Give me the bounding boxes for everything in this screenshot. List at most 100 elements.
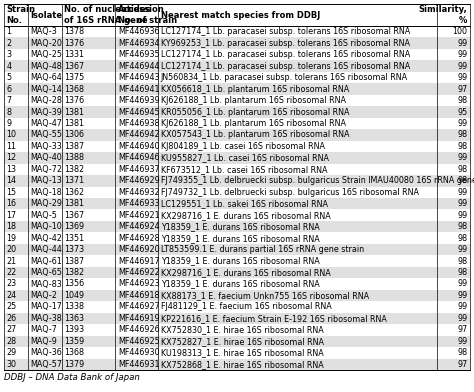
- Text: MF446926: MF446926: [118, 325, 159, 334]
- Bar: [4, 118, 470, 129]
- Text: MAQ-44: MAQ-44: [31, 245, 63, 254]
- Text: 18: 18: [7, 222, 17, 231]
- Text: MAQ-5: MAQ-5: [31, 211, 58, 220]
- Text: Y18359_1 E. durans 16S ribosomal RNA: Y18359_1 E. durans 16S ribosomal RNA: [161, 222, 319, 231]
- Text: 1375: 1375: [64, 73, 84, 82]
- Text: 1306: 1306: [64, 131, 84, 140]
- Text: DDBJ – DNA Data Bank of Japan: DDBJ – DNA Data Bank of Japan: [4, 373, 140, 382]
- Text: MF446922: MF446922: [118, 268, 160, 277]
- Text: No. of nucleotides
of 16S rRNA gene: No. of nucleotides of 16S rRNA gene: [64, 5, 151, 25]
- Text: Nearest match species from DDBJ: Nearest match species from DDBJ: [161, 11, 320, 20]
- Text: MF446923: MF446923: [118, 279, 159, 289]
- Bar: [4, 336, 470, 347]
- Text: FJ481129_1 E. faecium 16S ribosomal RNA: FJ481129_1 E. faecium 16S ribosomal RNA: [161, 303, 331, 311]
- Text: 98: 98: [457, 131, 467, 140]
- Text: Y18359_1 E. durans 16S ribosomal RNA: Y18359_1 E. durans 16S ribosomal RNA: [161, 279, 319, 289]
- Text: 1388: 1388: [64, 153, 84, 162]
- Text: 1381: 1381: [64, 199, 84, 208]
- Bar: [4, 38, 470, 49]
- Text: 98: 98: [457, 234, 467, 243]
- Text: KF673512_1 Lb. casei 16S ribosomal RNA: KF673512_1 Lb. casei 16S ribosomal RNA: [161, 165, 327, 174]
- Text: KU198313_1 E. hirae 16S ribosomal RNA: KU198313_1 E. hirae 16S ribosomal RNA: [161, 348, 323, 357]
- Text: 99: 99: [457, 62, 467, 71]
- Text: MF446925: MF446925: [118, 337, 160, 346]
- Text: KY969253_1 Lb. paracasei subsp. tolerans 16S ribosomal RNA: KY969253_1 Lb. paracasei subsp. tolerans…: [161, 39, 410, 48]
- Text: MAQ-13: MAQ-13: [31, 176, 63, 185]
- Bar: [4, 60, 470, 72]
- Text: 1: 1: [7, 27, 11, 36]
- Text: 7: 7: [7, 96, 12, 105]
- Text: KX752827_1 E. hirae 16S ribosomal RNA: KX752827_1 E. hirae 16S ribosomal RNA: [161, 337, 324, 346]
- Text: 1331: 1331: [64, 50, 84, 59]
- Text: 1369: 1369: [64, 222, 84, 231]
- Text: MF446924: MF446924: [118, 222, 159, 231]
- Text: 97: 97: [457, 85, 467, 94]
- Text: 26: 26: [7, 314, 17, 323]
- Text: MF446942: MF446942: [118, 131, 159, 140]
- Text: 99: 99: [457, 188, 467, 197]
- Text: MF446919: MF446919: [118, 314, 159, 323]
- Text: 98: 98: [457, 257, 467, 265]
- Text: 29: 29: [7, 348, 17, 357]
- Text: 1381: 1381: [64, 107, 84, 116]
- Text: MF446917: MF446917: [118, 257, 159, 265]
- Text: MAQ-28: MAQ-28: [31, 96, 63, 105]
- Text: 99: 99: [457, 39, 467, 48]
- Bar: [4, 359, 470, 370]
- Text: 1049: 1049: [64, 291, 84, 300]
- Text: MF446939: MF446939: [118, 96, 159, 105]
- Text: 1367: 1367: [64, 62, 84, 71]
- Bar: [4, 95, 470, 106]
- Text: MAQ-7: MAQ-7: [31, 325, 58, 334]
- Text: 1378: 1378: [64, 27, 84, 36]
- Text: LC127174_1 Lb. paracasei subsp. tolerans 16S ribosomal RNA: LC127174_1 Lb. paracasei subsp. tolerans…: [161, 27, 410, 36]
- Text: 99: 99: [457, 73, 467, 82]
- Bar: [4, 163, 470, 175]
- Text: 99: 99: [457, 50, 467, 59]
- Text: Y18359_1 E. durans 16S ribosomal RNA: Y18359_1 E. durans 16S ribosomal RNA: [161, 234, 319, 243]
- Bar: [4, 244, 470, 255]
- Text: MF446927: MF446927: [118, 303, 160, 311]
- Bar: [4, 129, 470, 141]
- Text: 1368: 1368: [64, 348, 84, 357]
- Bar: [4, 232, 470, 244]
- Text: MAQ-20: MAQ-20: [31, 39, 63, 48]
- Text: 9: 9: [7, 119, 12, 128]
- Text: MAQ-72: MAQ-72: [31, 165, 63, 174]
- Text: 1381: 1381: [64, 119, 84, 128]
- Text: KR055056_1 Lb. plantarum 16S ribosomal RNA: KR055056_1 Lb. plantarum 16S ribosomal R…: [161, 107, 349, 116]
- Text: KX88173_1 E. faecium Unkn755 16S ribosomal RNA: KX88173_1 E. faecium Unkn755 16S ribosom…: [161, 291, 369, 300]
- Bar: [4, 175, 470, 187]
- Text: 1382: 1382: [64, 165, 84, 174]
- Text: Strain
No.: Strain No.: [7, 5, 36, 25]
- Text: 1387: 1387: [64, 142, 84, 151]
- Text: 28: 28: [7, 337, 17, 346]
- Text: 99: 99: [457, 245, 467, 254]
- Text: 17: 17: [7, 211, 17, 220]
- Text: MF446936: MF446936: [118, 27, 159, 36]
- Text: 1379: 1379: [64, 360, 84, 369]
- Text: 5: 5: [7, 73, 12, 82]
- Text: MAQ-61: MAQ-61: [31, 257, 63, 265]
- Text: MAQ-64: MAQ-64: [31, 73, 63, 82]
- Text: MF446944: MF446944: [118, 62, 159, 71]
- Text: MAQ-14: MAQ-14: [31, 85, 63, 94]
- Text: 1376: 1376: [64, 39, 84, 48]
- Text: 15: 15: [7, 188, 17, 197]
- Bar: [4, 198, 470, 209]
- Text: KX057543_1 Lb. plantarum 16S ribosomal RNA: KX057543_1 Lb. plantarum 16S ribosomal R…: [161, 131, 349, 140]
- Text: LC127174_1 Lb. paracasei subsp. tolerans 16S ribosomal RNA: LC127174_1 Lb. paracasei subsp. tolerans…: [161, 50, 410, 59]
- Text: 21: 21: [7, 257, 17, 265]
- Text: 98: 98: [457, 176, 467, 185]
- Text: 100: 100: [453, 27, 467, 36]
- Text: MF446943: MF446943: [118, 73, 159, 82]
- Text: MF446930: MF446930: [118, 348, 159, 357]
- Text: KX056618_1 Lb. plantarum 16S ribosomal RNA: KX056618_1 Lb. plantarum 16S ribosomal R…: [161, 85, 349, 94]
- Text: MAQ-38: MAQ-38: [31, 314, 63, 323]
- Text: 1387: 1387: [64, 257, 84, 265]
- Text: 99: 99: [457, 291, 467, 300]
- Text: 1393: 1393: [64, 325, 84, 334]
- Text: MF446929: MF446929: [118, 176, 160, 185]
- Text: MF446937: MF446937: [118, 165, 159, 174]
- Text: 97: 97: [457, 325, 467, 334]
